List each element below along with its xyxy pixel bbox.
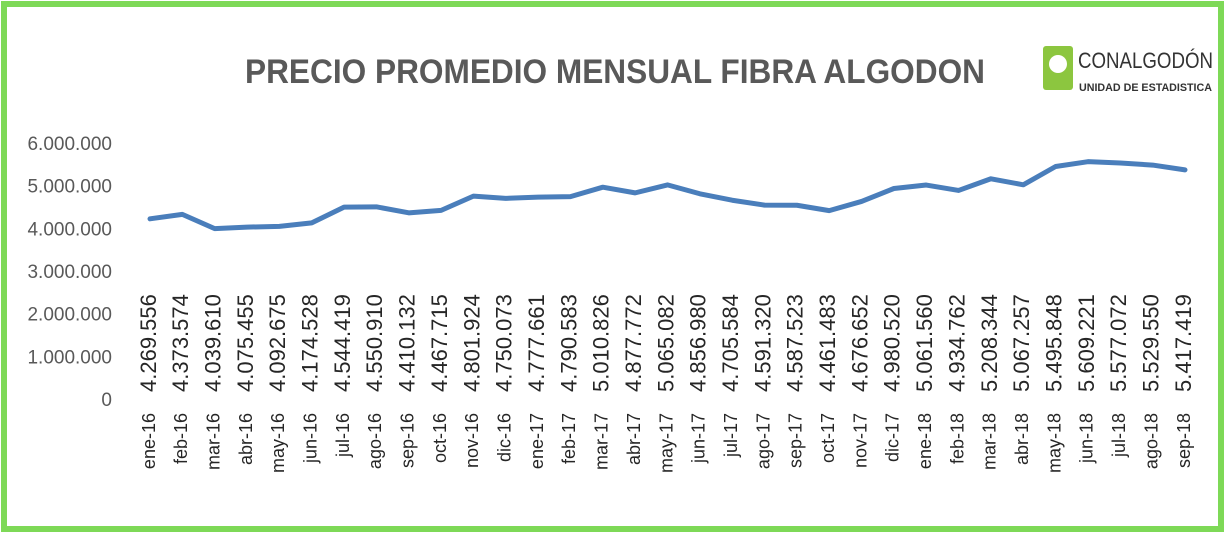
x-tick-label: jul-17 — [721, 413, 741, 458]
data-label: 4.039.610 — [201, 294, 226, 392]
x-tick-label: nov-17 — [850, 413, 870, 468]
data-label: 5.065.082 — [653, 294, 678, 392]
data-label: 4.705.584 — [718, 294, 743, 392]
x-tick-label: mar-17 — [592, 413, 612, 470]
data-label: 5.067.257 — [1009, 294, 1034, 392]
x-tick-label: ago-18 — [1141, 413, 1161, 469]
line — [147, 159, 1188, 232]
x-tick-label: may-18 — [1044, 413, 1064, 473]
y-tick-label: 0 — [101, 390, 112, 411]
y-tick-label: 2.000.000 — [27, 305, 112, 326]
data-label: 4.587.523 — [783, 294, 808, 392]
data-label: 4.544.419 — [330, 294, 355, 392]
x-tick-label: dic-16 — [495, 413, 515, 462]
x-tick-label: jul-18 — [1109, 413, 1129, 458]
x-tick-label: ago-16 — [365, 413, 385, 469]
x-tick-label: feb-18 — [947, 413, 967, 464]
y-tick-label: 4.000.000 — [27, 219, 112, 240]
x-tick-label: may-17 — [656, 413, 676, 473]
data-label: 4.750.073 — [492, 294, 517, 392]
x-tick-label: mar-16 — [203, 413, 223, 470]
x-tick-label: jul-16 — [333, 413, 353, 458]
data-label: 4.373.574 — [168, 294, 193, 392]
data-label: 4.676.652 — [847, 294, 872, 392]
data-label: 4.777.661 — [524, 294, 549, 392]
x-tick-label: abr-17 — [624, 413, 644, 465]
data-label: 5.495.848 — [1041, 294, 1066, 392]
y-tick-label: 5.000.000 — [27, 177, 112, 198]
x-tick-label: ene-17 — [527, 413, 547, 469]
data-label: 4.801.924 — [459, 294, 484, 392]
data-label: 4.092.675 — [265, 294, 290, 392]
x-tick-label: nov-16 — [462, 413, 482, 468]
data-label: 4.856.980 — [686, 294, 711, 392]
logo-name: CONALGODÓN — [1078, 48, 1213, 73]
x-tick-label: may-16 — [268, 413, 288, 473]
data-label: 4.467.715 — [427, 294, 452, 392]
x-tick-label: sep-17 — [786, 413, 806, 468]
y-tick-label: 6.000.000 — [27, 134, 112, 155]
data-label: 4.591.320 — [750, 294, 775, 392]
data-label: 4.410.132 — [395, 294, 420, 392]
x-tick-label: oct-16 — [430, 413, 450, 463]
x-tick-label: jun-17 — [689, 413, 709, 464]
data-label: 4.075.455 — [233, 294, 258, 392]
data-label: 5.010.826 — [589, 294, 614, 392]
x-tick-label: jun-16 — [300, 413, 320, 464]
x-tick-label: feb-16 — [171, 413, 191, 464]
x-tick-label: ago-17 — [753, 413, 773, 469]
data-label: 5.061.560 — [912, 294, 937, 392]
data-label: 4.461.483 — [815, 294, 840, 392]
data-label: 4.980.520 — [880, 294, 905, 392]
x-tick-label: abr-18 — [1012, 413, 1032, 465]
data-label: 4.934.762 — [944, 294, 969, 392]
data-label: 5.577.072 — [1106, 294, 1131, 392]
chart-title: PRECIO PROMEDIO MENSUAL FIBRA ALGODON — [245, 53, 985, 91]
data-label: 5.208.344 — [977, 294, 1002, 392]
y-tick-label: 3.000.000 — [27, 262, 112, 283]
logo-subtitle: UNIDAD DE ESTADISTICA — [1079, 82, 1212, 94]
y-tick-label: 1.000.000 — [27, 347, 112, 368]
logo-boll — [1049, 55, 1067, 73]
data-label: 5.609.221 — [1074, 294, 1099, 392]
data-label: 4.877.772 — [621, 294, 646, 392]
data-label: 4.174.528 — [298, 294, 323, 392]
x-tick-label: sep-16 — [398, 413, 418, 468]
x-tick-label: jun-18 — [1077, 413, 1097, 464]
data-label: 5.417.419 — [1171, 294, 1196, 392]
x-tick-label: sep-18 — [1174, 413, 1194, 468]
x-tick-label: dic-17 — [883, 413, 903, 462]
logo: CONALGODÓN UNIDAD DE ESTADISTICA — [1043, 46, 1213, 94]
x-tick-label: mar-18 — [980, 413, 1000, 470]
x-tick-label: feb-17 — [559, 413, 579, 464]
data-label: 4.790.583 — [556, 294, 581, 392]
x-tick-label: ene-18 — [915, 413, 935, 469]
x-tick-label: ene-16 — [139, 413, 159, 469]
data-label: 4.550.910 — [362, 294, 387, 392]
x-tick-label: oct-17 — [818, 413, 838, 463]
data-label: 5.529.550 — [1138, 294, 1163, 392]
data-label: 4.269.556 — [136, 294, 161, 392]
x-tick-label: abr-16 — [236, 413, 256, 465]
